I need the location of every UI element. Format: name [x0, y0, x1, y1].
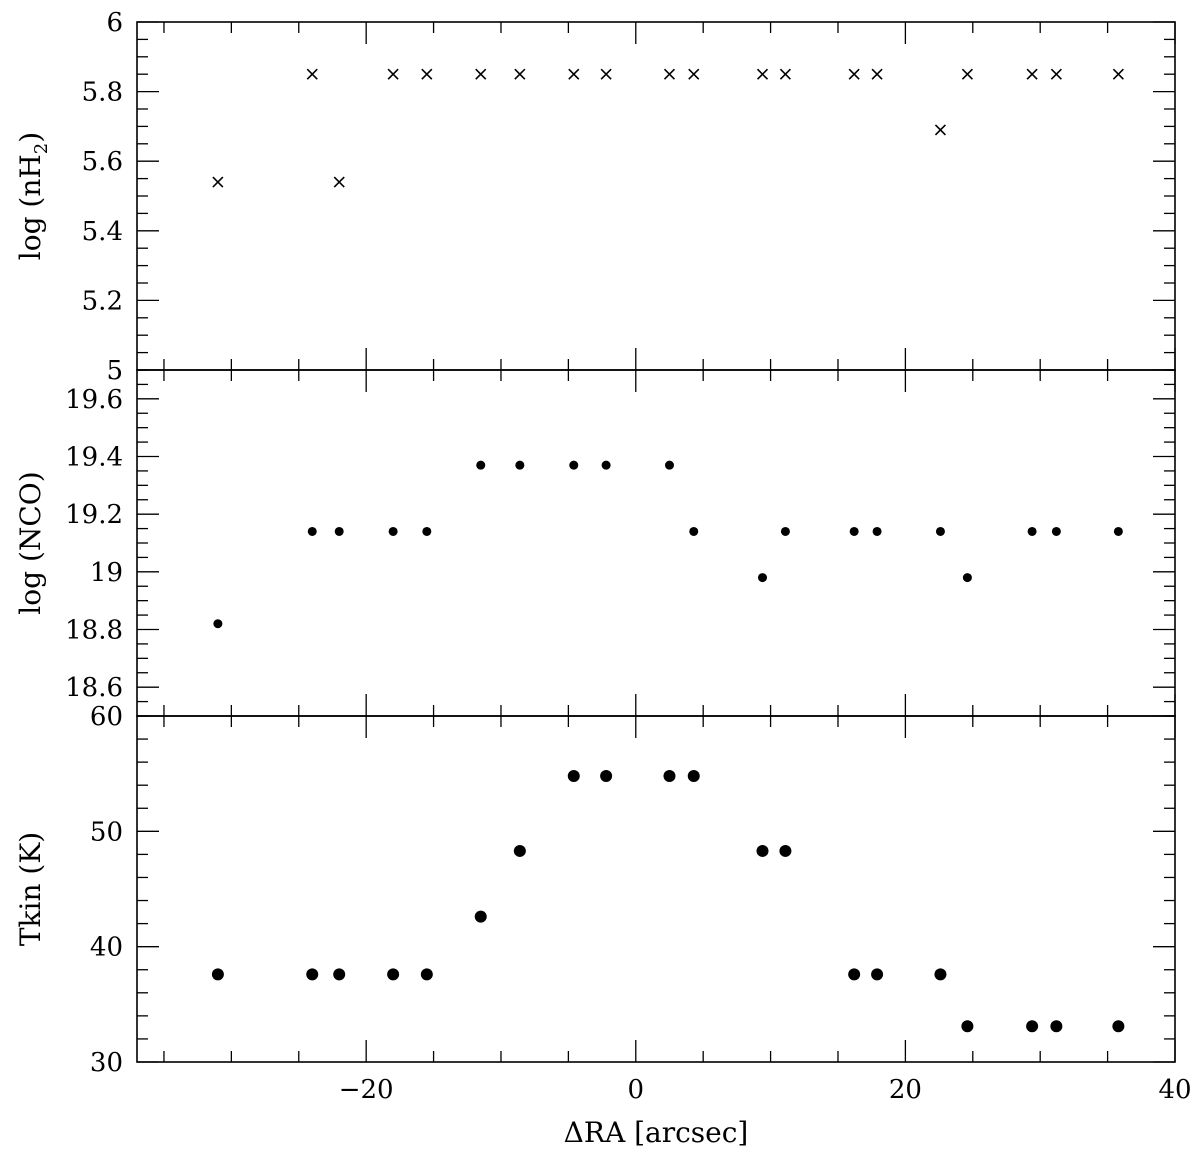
- data-point: [569, 460, 579, 470]
- y-tick-label: 40: [90, 933, 123, 963]
- y-tick-label: 5.6: [82, 147, 123, 177]
- data-point: [306, 968, 319, 981]
- data-point: [961, 68, 973, 80]
- data-point: [871, 68, 883, 80]
- y-tick-label: 19.4: [65, 443, 123, 473]
- data-point: [849, 526, 859, 536]
- plot-frame: [136, 715, 1176, 1063]
- data-point: [1026, 68, 1038, 80]
- data-point: [757, 573, 767, 583]
- data-point: [872, 526, 882, 536]
- data-point: [422, 526, 432, 536]
- plot-frame: [136, 369, 1176, 717]
- y-tick-label: 19.2: [65, 500, 123, 530]
- plot-frame: [136, 21, 1176, 371]
- data-point: [475, 68, 487, 80]
- data-point: [211, 968, 224, 981]
- data-point: [601, 460, 611, 470]
- data-point: [935, 526, 945, 536]
- y-axis-title: log (nH2): [14, 132, 52, 260]
- data-point: [1050, 68, 1062, 80]
- data-point: [1051, 526, 1061, 536]
- data-point: [1050, 1020, 1063, 1033]
- data-point: [663, 68, 676, 80]
- y-axis-title: Tkin (K): [14, 832, 47, 946]
- panel-2: 18.6 18.8 19 19.2 19.4 19.6 log (NCO): [14, 369, 1176, 717]
- x-axis-title: ΔRA [arcsec]: [564, 1116, 749, 1149]
- y-tick-label: 30: [90, 1048, 123, 1078]
- x-tick-label: 40: [1158, 1075, 1191, 1105]
- panel-1: 5 5.2 5.4 5.6 5.8 6 log (nH2): [14, 8, 1176, 386]
- data-point: [780, 526, 790, 536]
- data-point: [514, 68, 526, 80]
- y-tick-label: 50: [90, 817, 123, 847]
- data-point: [871, 968, 884, 981]
- data-point: [474, 910, 487, 923]
- data-point: [962, 573, 972, 583]
- y-tick-label: 6: [106, 8, 123, 38]
- data-point: [1026, 1020, 1039, 1033]
- y-tick-label: 19: [90, 558, 123, 588]
- data-point: [420, 968, 433, 981]
- panel-3: 30 40 50 60 Tkin (K) −20 0 20 40 ΔRA [arcsec]: [14, 702, 1192, 1149]
- data-point: [513, 844, 526, 857]
- data-point: [600, 769, 613, 782]
- y-tick-label: 19.6: [65, 385, 123, 415]
- data-point: [387, 968, 400, 981]
- data-point: [1113, 526, 1123, 536]
- data-point: [934, 968, 947, 981]
- data-point: [213, 619, 223, 629]
- data-point: [961, 1020, 974, 1033]
- y-tick-label: 18.8: [65, 616, 123, 646]
- data-point: [388, 526, 398, 536]
- data-point: [515, 460, 525, 470]
- data-point: [333, 176, 345, 188]
- data-point: [664, 460, 674, 470]
- data-point: [212, 176, 224, 188]
- data-point: [663, 769, 676, 782]
- data-point: [307, 526, 317, 536]
- data-point: [1112, 1020, 1125, 1033]
- data-point: [934, 124, 947, 136]
- data-point: [756, 844, 769, 857]
- data-point: [567, 769, 580, 782]
- y-tick-label: 5.4: [82, 217, 123, 247]
- data-point: [476, 460, 486, 470]
- data-point: [848, 68, 860, 80]
- data-point: [334, 526, 344, 536]
- x-tick-label: −20: [339, 1075, 394, 1105]
- data-point: [421, 68, 433, 80]
- data-point: [306, 68, 318, 80]
- data-point: [333, 968, 346, 981]
- data-point: [387, 68, 399, 80]
- data-point: [779, 844, 792, 857]
- y-tick-label: 18.6: [65, 673, 123, 703]
- y-tick-label: 5.8: [82, 78, 123, 108]
- y-tick-label: 5.2: [82, 286, 123, 316]
- y-axis-title: log (NCO): [14, 471, 47, 614]
- data-point: [600, 68, 612, 80]
- data-point: [1112, 68, 1124, 80]
- data-point: [689, 526, 699, 536]
- y-tick-label: 5: [106, 356, 123, 386]
- x-tick-label: 0: [628, 1075, 645, 1105]
- data-point: [779, 68, 791, 80]
- data-point: [687, 769, 700, 782]
- data-point: [568, 68, 580, 80]
- data-point: [756, 68, 769, 80]
- data-point: [1027, 526, 1037, 536]
- y-tick-label: 60: [90, 702, 123, 732]
- x-tick-label: 20: [889, 1075, 922, 1105]
- data-point: [688, 68, 700, 80]
- data-point: [848, 968, 861, 981]
